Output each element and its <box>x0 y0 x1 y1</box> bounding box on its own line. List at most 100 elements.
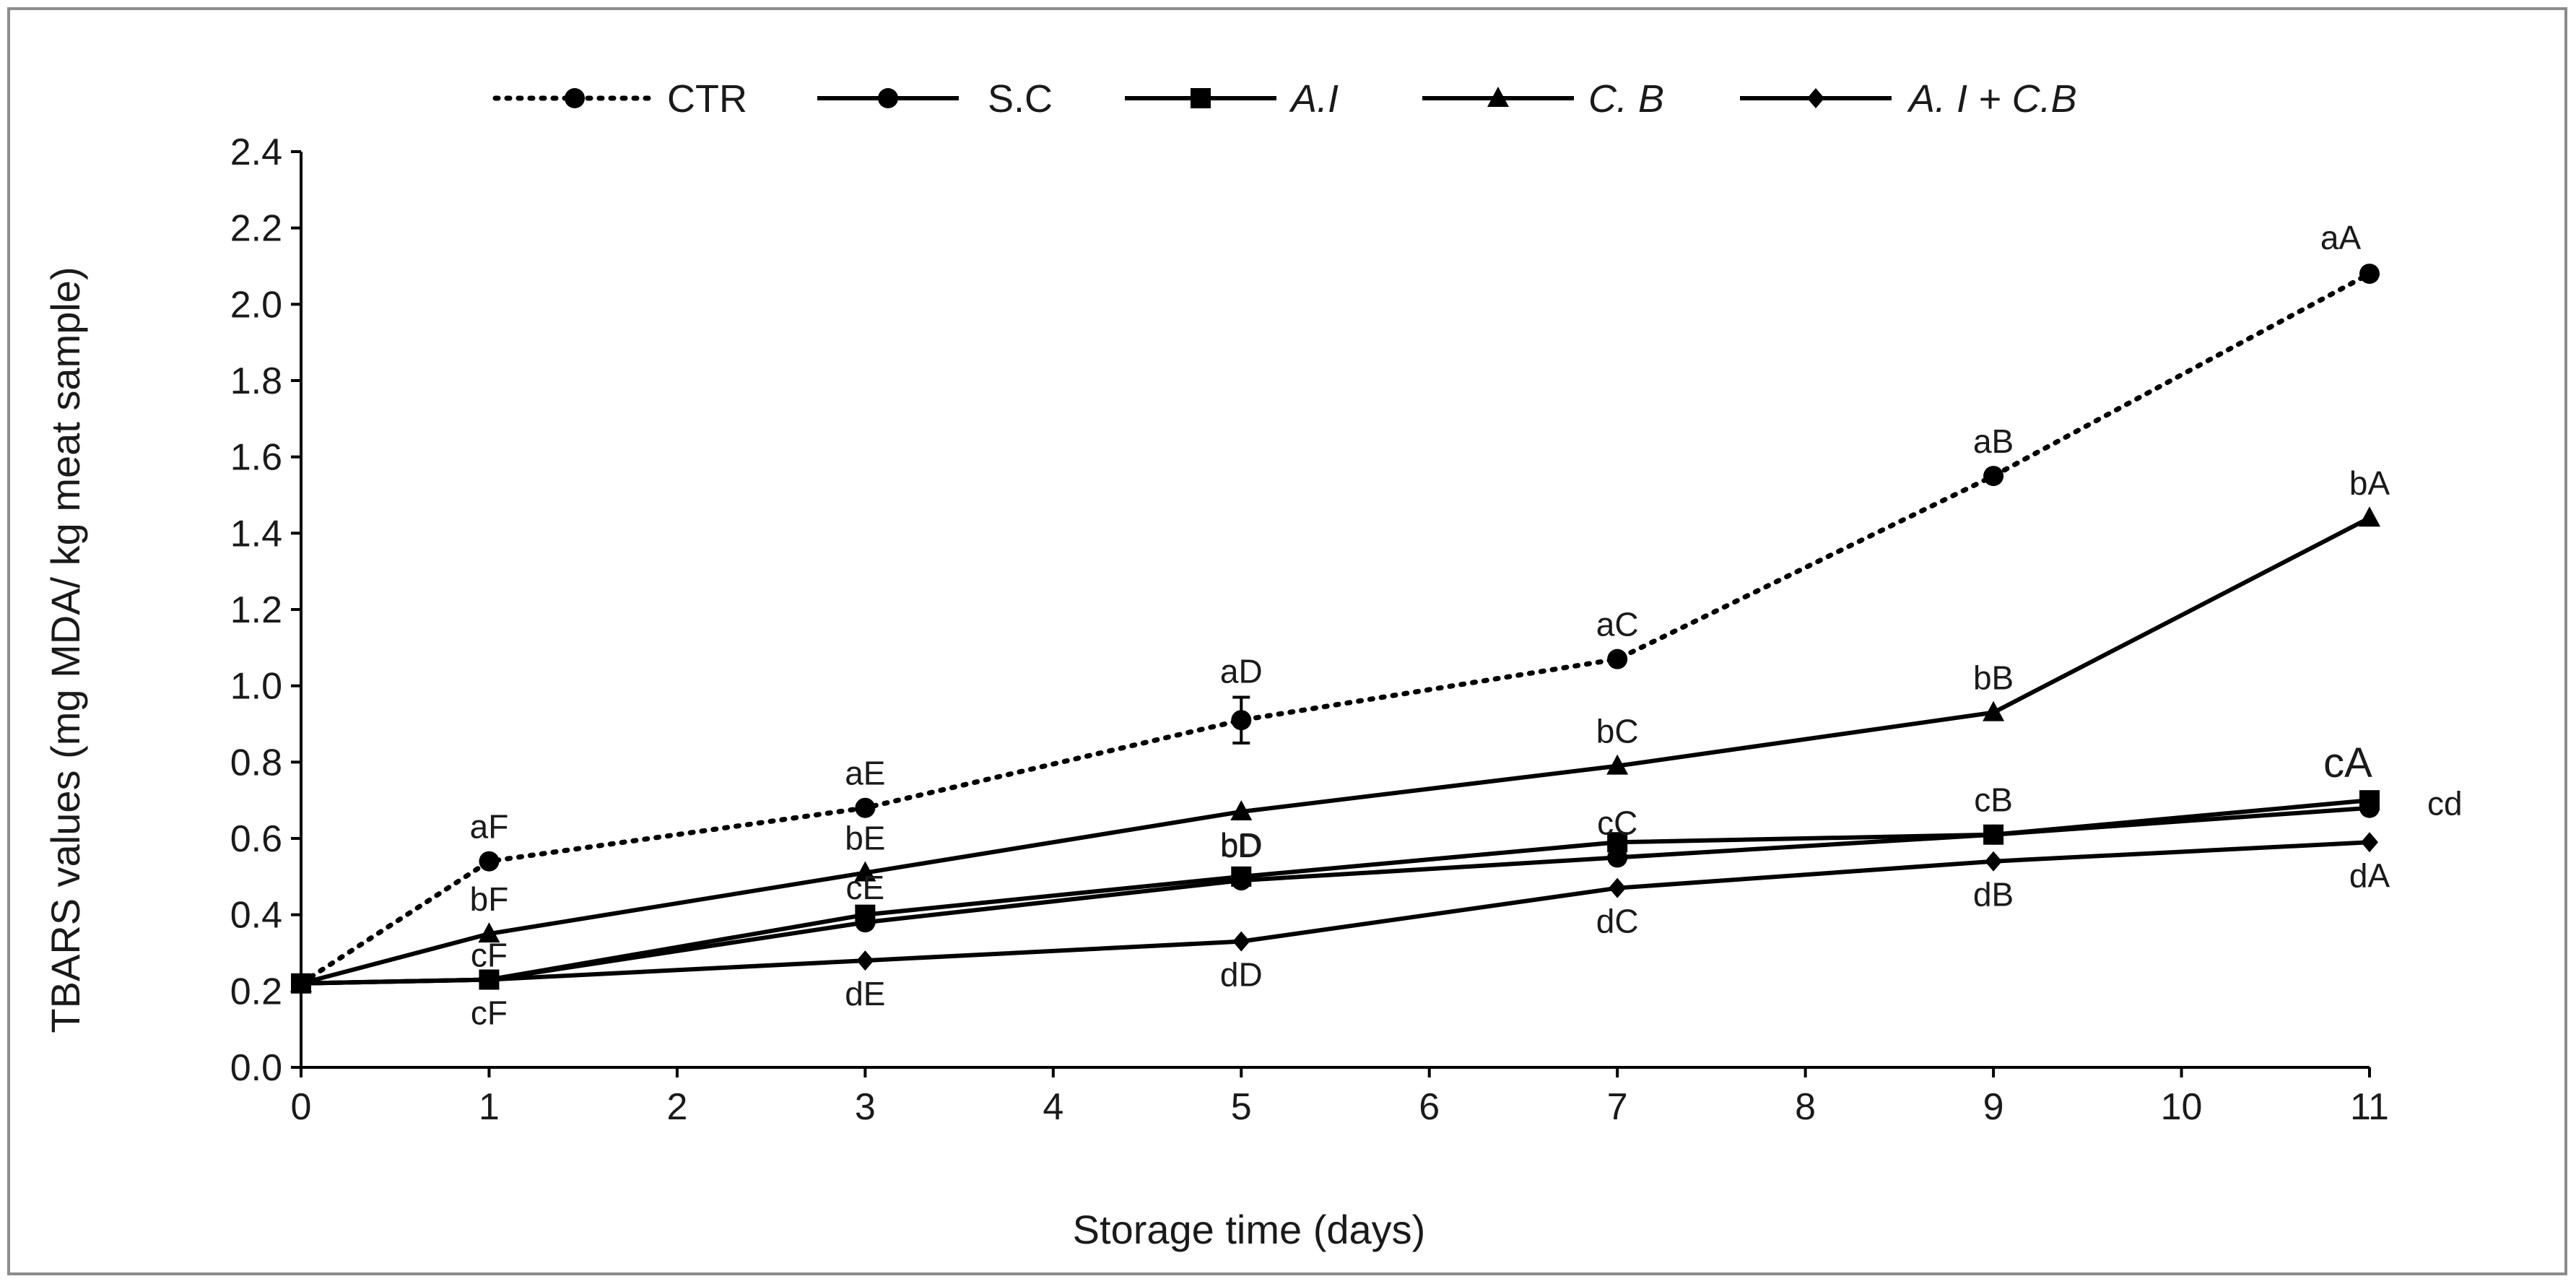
y-tick-label: 2.0 <box>230 284 282 326</box>
data-point-s-c <box>1607 847 1628 868</box>
significance-label: bE <box>845 820 885 857</box>
significance-label: dB <box>1973 876 2014 914</box>
y-tick-label: 1.6 <box>230 437 282 479</box>
y-tick-label: 0.0 <box>230 1047 282 1089</box>
legend-item-c-b: C. B <box>1422 77 1664 121</box>
data-point-a-i-c-b <box>856 950 874 971</box>
x-tick-label: 7 <box>1607 1086 1628 1128</box>
series-ctr <box>291 264 2380 994</box>
y-tick-label: 2.2 <box>230 208 282 250</box>
data-point-s-c <box>2359 797 2380 818</box>
data-point-ctr <box>855 797 876 818</box>
significance-label: cd <box>2427 785 2463 823</box>
data-point-ctr <box>1231 710 1252 731</box>
series-line-ctr <box>298 271 2372 986</box>
data-point-ctr <box>291 973 311 994</box>
y-tick-label: 0.6 <box>230 818 282 860</box>
significance-label: aB <box>1973 422 2014 460</box>
point-labels: aF aE aD aC aB aA bF bE bD bC bB bA cF cE cD cC cB cd cA cF… <box>470 219 2463 1031</box>
legend-label: A. I + C.B <box>1907 77 2077 121</box>
significance-label: bB <box>1973 659 2014 697</box>
legend-label: CTR <box>667 77 747 121</box>
significance-label: cC <box>1597 804 1637 841</box>
significance-label: bA <box>2349 464 2390 502</box>
significance-label: cF <box>471 936 508 973</box>
data-point-c-b <box>1983 700 2005 721</box>
x-tick-label: 1 <box>479 1086 500 1128</box>
legend-marker <box>1807 88 1824 108</box>
data-point-s-c <box>1983 824 2004 845</box>
y-tick-label: 1.2 <box>230 589 282 631</box>
significance-label: bF <box>470 880 509 918</box>
significance-label: aA <box>2320 219 2362 256</box>
x-tick-label: 4 <box>1043 1086 1063 1128</box>
legend-item-ctr: CTR <box>492 77 747 121</box>
data-point-a-i-c-b <box>1232 931 1250 952</box>
axes: 0.0 0.2 0.4 0.6 0.8 1.0 1.2 1.4 1.6 1.8 2.0 2.2 2.4 0… <box>230 131 2389 1128</box>
series-line-c-b <box>300 516 2371 986</box>
legend-marker <box>1191 88 1211 108</box>
x-tick-label: 3 <box>855 1086 876 1128</box>
x-axis-title: Storage time (days) <box>1073 1207 1426 1252</box>
data-point-s-c <box>855 912 876 933</box>
series-line-a-i <box>300 798 2370 986</box>
significance-label: cA <box>2323 739 2372 786</box>
x-tick-label: 5 <box>1231 1086 1252 1128</box>
data-point-ctr <box>1983 466 2004 487</box>
legend-item-s-c: S.C <box>817 77 1053 121</box>
data-point-c-b <box>2359 506 2380 527</box>
data-point-ctr <box>479 851 500 872</box>
y-axis-title: TBARS values (mg MDA/ kg meat sample) <box>43 266 88 1033</box>
significance-label: cB <box>1974 781 2013 819</box>
significance-label: dE <box>845 975 885 1012</box>
y-tick-label: 1.0 <box>230 666 282 708</box>
x-tick-label: 2 <box>666 1086 687 1128</box>
legend: CTR S.C A.I C. B A. I + C.B <box>492 77 2077 121</box>
y-tick-label: 0.8 <box>230 742 282 784</box>
significance-label: cF <box>471 994 508 1031</box>
data-point-c-b <box>1230 800 1253 821</box>
y-tick-label: 1.8 <box>230 360 282 402</box>
x-tick-label: 6 <box>1419 1086 1440 1128</box>
significance-label: aC <box>1596 606 1639 643</box>
legend-item-a-i: A.I <box>1125 77 1339 121</box>
data-point-ctr <box>1607 648 1628 669</box>
significance-label: dA <box>2349 856 2390 894</box>
y-tick-label: 0.2 <box>230 971 282 1012</box>
data-point-a-i-c-b <box>1985 851 2003 872</box>
data-point-a-i-c-b <box>1609 877 1627 898</box>
data-point-ctr <box>2359 264 2380 285</box>
data-point-c-b <box>854 861 876 882</box>
legend-marker <box>565 88 585 108</box>
legend-marker <box>1487 87 1509 107</box>
y-tick-label: 1.4 <box>230 513 282 555</box>
significance-label: dC <box>1596 903 1639 940</box>
significance-label: dD <box>1220 956 1263 994</box>
significance-label: aE <box>845 755 885 792</box>
legend-label: C. B <box>1588 77 1664 121</box>
data-point-c-b <box>1606 754 1629 775</box>
x-tick-label: 11 <box>2350 1086 2389 1128</box>
significance-label: bC <box>1596 713 1639 750</box>
chart-frame <box>7 7 2567 1275</box>
series-layer <box>290 264 2380 994</box>
data-point-s-c <box>479 969 500 990</box>
data-point-c-b <box>478 922 500 943</box>
legend-marker <box>878 88 898 108</box>
x-tick-label: 10 <box>2161 1086 2203 1128</box>
y-tick-label: 2.4 <box>230 131 282 173</box>
significance-label: cD <box>1221 827 1261 864</box>
series-c-b <box>290 506 2380 992</box>
y-tick-label: 0.4 <box>230 895 282 937</box>
x-tick-label: 0 <box>291 1086 312 1128</box>
x-tick-label: 8 <box>1795 1086 1816 1128</box>
legend-label: S.C <box>988 77 1053 121</box>
significance-label: bD <box>1220 826 1263 864</box>
significance-label: cE <box>846 869 885 906</box>
data-point-s-c <box>1231 870 1252 891</box>
significance-label: aD <box>1220 653 1263 690</box>
data-point-a-i-c-b <box>2361 832 2378 853</box>
legend-label: A.I <box>1289 77 1339 121</box>
x-tick-label: 9 <box>1983 1086 2004 1128</box>
